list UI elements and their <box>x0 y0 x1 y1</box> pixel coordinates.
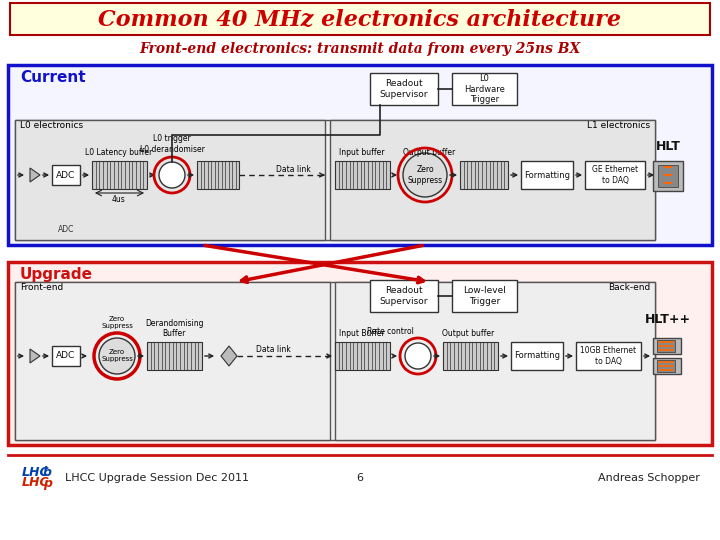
Text: Rate control: Rate control <box>366 327 413 336</box>
Text: L0 derandomiser: L0 derandomiser <box>140 145 204 154</box>
Text: Data link: Data link <box>256 346 290 354</box>
Text: Formatting: Formatting <box>514 352 560 361</box>
Text: Data link: Data link <box>276 165 310 173</box>
Text: L0 electronics: L0 electronics <box>20 122 83 131</box>
Bar <box>657 340 675 352</box>
Bar <box>92 161 147 189</box>
Text: Upgrade: Upgrade <box>20 267 93 281</box>
Text: 6: 6 <box>356 473 364 483</box>
Text: 4us: 4us <box>112 195 126 204</box>
Text: 10GB Ethernet
to DAQ: 10GB Ethernet to DAQ <box>580 346 636 366</box>
Text: Input buffer: Input buffer <box>339 148 384 157</box>
Bar <box>653 358 681 374</box>
Bar <box>653 338 681 354</box>
Text: LHC: LHC <box>22 476 50 489</box>
Text: Output buffer: Output buffer <box>442 329 494 338</box>
Text: LHCC Upgrade Session Dec 2011: LHCC Upgrade Session Dec 2011 <box>65 473 249 483</box>
Text: L1 electronics: L1 electronics <box>587 122 650 131</box>
Text: Readout
Supervisor: Readout Supervisor <box>379 286 428 306</box>
Text: Input Buffer: Input Buffer <box>339 329 385 338</box>
Bar <box>52 165 80 185</box>
Bar <box>658 165 678 187</box>
Bar <box>15 120 655 240</box>
Bar <box>370 280 438 312</box>
Bar <box>653 161 683 191</box>
Text: HLT: HLT <box>656 140 680 153</box>
Bar <box>335 342 390 370</box>
Bar <box>576 342 641 370</box>
Text: ADC: ADC <box>58 226 74 234</box>
Text: Formatting: Formatting <box>524 171 570 179</box>
Circle shape <box>403 153 447 197</box>
Bar <box>52 346 80 366</box>
Circle shape <box>405 343 431 369</box>
Text: Andreas Schopper: Andreas Schopper <box>598 473 700 483</box>
Text: Zero
Suppress: Zero Suppress <box>408 165 443 185</box>
Bar <box>585 161 645 189</box>
Text: L0 Latency buffer: L0 Latency buffer <box>86 148 153 157</box>
Text: Derandomising
Buffer: Derandomising Buffer <box>145 319 203 338</box>
Text: ADC: ADC <box>56 352 76 361</box>
Bar <box>460 161 508 189</box>
Bar <box>10 3 710 35</box>
Bar <box>147 342 202 370</box>
Text: p: p <box>43 476 52 489</box>
Text: Zero
Suppress: Zero Suppress <box>101 316 133 329</box>
Text: LHC: LHC <box>22 465 50 478</box>
Text: Low-level
Trigger: Low-level Trigger <box>463 286 506 306</box>
Bar <box>330 120 655 240</box>
Bar <box>452 73 517 105</box>
Bar <box>335 161 390 189</box>
Circle shape <box>99 338 135 374</box>
Text: L0
Hardware
Trigger: L0 Hardware Trigger <box>464 74 505 104</box>
Bar <box>443 342 498 370</box>
Text: Front-end: Front-end <box>20 284 63 293</box>
Text: Zero
Suppress: Zero Suppress <box>101 349 133 362</box>
Text: L0 trigger: L0 trigger <box>153 134 191 143</box>
Text: Output buffer: Output buffer <box>403 148 455 157</box>
Bar <box>521 161 573 189</box>
Bar <box>370 73 438 105</box>
Text: HLT++: HLT++ <box>645 313 691 326</box>
Bar <box>452 280 517 312</box>
Text: ADC: ADC <box>56 171 76 179</box>
Bar <box>657 360 675 372</box>
Text: Back-end: Back-end <box>608 284 650 293</box>
Circle shape <box>159 162 185 188</box>
Bar <box>15 120 325 240</box>
Bar <box>8 65 712 245</box>
Text: Front-end electronics: transmit data from every 25ns BX: Front-end electronics: transmit data fro… <box>140 42 580 56</box>
Bar <box>15 282 330 440</box>
Bar <box>197 161 239 189</box>
Polygon shape <box>30 168 40 182</box>
Bar <box>511 342 563 370</box>
Polygon shape <box>30 349 40 363</box>
Polygon shape <box>221 346 237 366</box>
Bar <box>15 282 655 440</box>
Text: GE Ethernet
to DAQ: GE Ethernet to DAQ <box>592 165 638 185</box>
Bar <box>335 282 655 440</box>
Text: Current: Current <box>20 70 86 84</box>
Text: Readout
Supervisor: Readout Supervisor <box>379 79 428 99</box>
Bar <box>8 262 712 445</box>
Text: b: b <box>43 465 52 478</box>
Text: Common 40 MHz electronics architecture: Common 40 MHz electronics architecture <box>99 8 621 30</box>
